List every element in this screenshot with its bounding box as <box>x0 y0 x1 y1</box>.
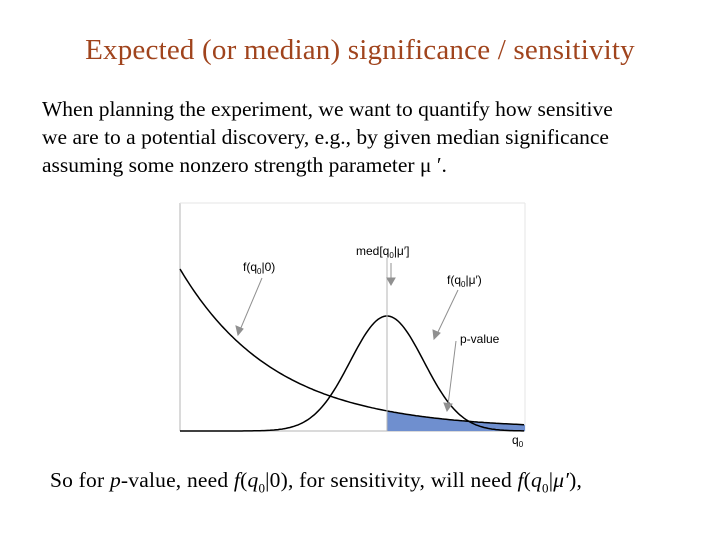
curve-f-q0-given-0 <box>179 268 525 426</box>
arrow-fmu <box>436 289 459 335</box>
slide-title: Expected (or median) significance / sens… <box>85 34 635 66</box>
curve-f-q0-given-mu <box>180 315 524 432</box>
footer-subscript: 0 <box>542 480 549 496</box>
footer-f-italic: f <box>233 468 241 492</box>
footer-mu-italic: μ′ <box>553 468 570 492</box>
label-f-q0-given-0: f(q0|0) <box>243 260 275 276</box>
footer-p-italic: p <box>109 468 121 492</box>
footer-q-italic: q <box>531 468 542 492</box>
footer-q-italic: q <box>247 468 259 492</box>
intro-line-1: When planning the experiment, we want to… <box>42 97 613 121</box>
arrow-fmu-head <box>432 329 441 341</box>
footer-f-italic: f <box>517 468 524 492</box>
footer-subscript: 0 <box>258 480 266 496</box>
distribution-plot: f(q0|0) med[q0|μ′] f(q0|μ′) p-value q0 <box>179 202 526 449</box>
distribution-figure: f(q0|0) med[q0|μ′] f(q0|μ′) p-value q0 <box>175 198 545 460</box>
footer-part: So for <box>50 468 110 492</box>
intro-line-3: assuming some nonzero strength parameter… <box>42 153 447 177</box>
footer-part: -value, need <box>120 468 234 492</box>
intro-paragraph: When planning the experiment, we want to… <box>42 95 702 179</box>
label-median: med[q0|μ′] <box>356 244 409 260</box>
arrow-median-head <box>386 277 396 287</box>
intro-line-2: we are to a potential discovery, e.g., b… <box>42 125 609 149</box>
arrow-pvalue-head <box>443 402 453 413</box>
footer-text: So for p-value, need f(q0|0), for sensit… <box>50 468 583 496</box>
arrow-f0-head <box>235 325 244 337</box>
annotation-arrows <box>235 263 459 413</box>
arrow-f0 <box>239 277 263 331</box>
arrow-pvalue <box>447 340 457 406</box>
label-f-q0-given-mu: f(q0|μ′) <box>447 273 482 289</box>
footer-part: |0), for sensitivity, will need <box>265 468 518 492</box>
label-q0-axis: q0 <box>512 433 524 449</box>
label-p-value: p-value <box>460 332 500 346</box>
footer-part: ), <box>569 468 583 492</box>
